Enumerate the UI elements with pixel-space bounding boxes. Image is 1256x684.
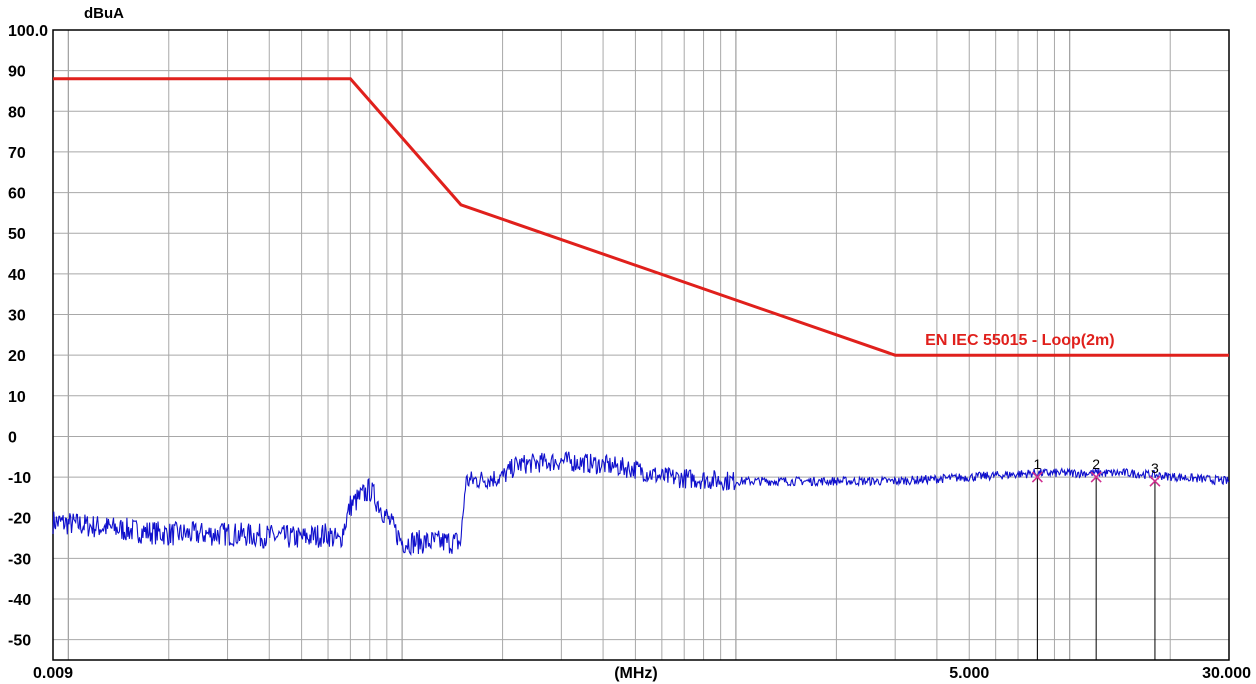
x-unit-label: (MHz) xyxy=(614,665,658,682)
x-tick-label: 5.000 xyxy=(949,665,989,682)
y-tick-label: 30 xyxy=(8,308,26,325)
y-tick-label: -10 xyxy=(8,470,31,487)
y-tick-label: 90 xyxy=(8,64,26,81)
marker-label: 3 xyxy=(1151,460,1159,476)
x-tick-label: 0.009 xyxy=(33,665,73,682)
markers: 1 2 3 xyxy=(1031,456,1161,660)
marker-cross xyxy=(1090,471,1102,483)
y-tick-label: -20 xyxy=(8,511,31,528)
x-tick-label: 30.000 xyxy=(1202,665,1251,682)
y-tick-label: 100.0 xyxy=(8,23,48,40)
plot-frame xyxy=(52,29,1230,661)
y-tick-label: 70 xyxy=(8,145,26,162)
y-tick-label: 40 xyxy=(8,267,26,284)
y-tick-label: -30 xyxy=(8,551,31,568)
y-tick-label: 60 xyxy=(8,186,26,203)
marker-label: 1 xyxy=(1033,456,1041,472)
y-tick-label: 80 xyxy=(8,104,26,121)
marker-cross xyxy=(1149,475,1161,487)
y-unit-label: dBuA xyxy=(84,5,124,22)
limit-line-label: EN IEC 55015 - Loop(2m) xyxy=(925,332,1114,349)
y-tick-label: 0 xyxy=(8,429,17,446)
marker-label: 2 xyxy=(1092,456,1100,472)
x-tick-labels: 0.009 5.000 30.000 xyxy=(33,665,1251,682)
measurement-trace xyxy=(52,451,1230,557)
y-tick-label: 10 xyxy=(8,389,26,406)
y-tick-label: -50 xyxy=(8,633,31,650)
limit-line xyxy=(53,77,1229,357)
y-tick-label: 20 xyxy=(8,348,26,365)
series-layer xyxy=(52,77,1230,557)
y-tick-labels: 100.0 90 80 70 60 50 40 30 20 10 0 -10 -20 -30 -40 -50 xyxy=(8,23,48,650)
y-tick-label: 50 xyxy=(8,226,26,243)
marker-cross xyxy=(1031,471,1043,483)
y-tick-label: -40 xyxy=(8,592,31,609)
